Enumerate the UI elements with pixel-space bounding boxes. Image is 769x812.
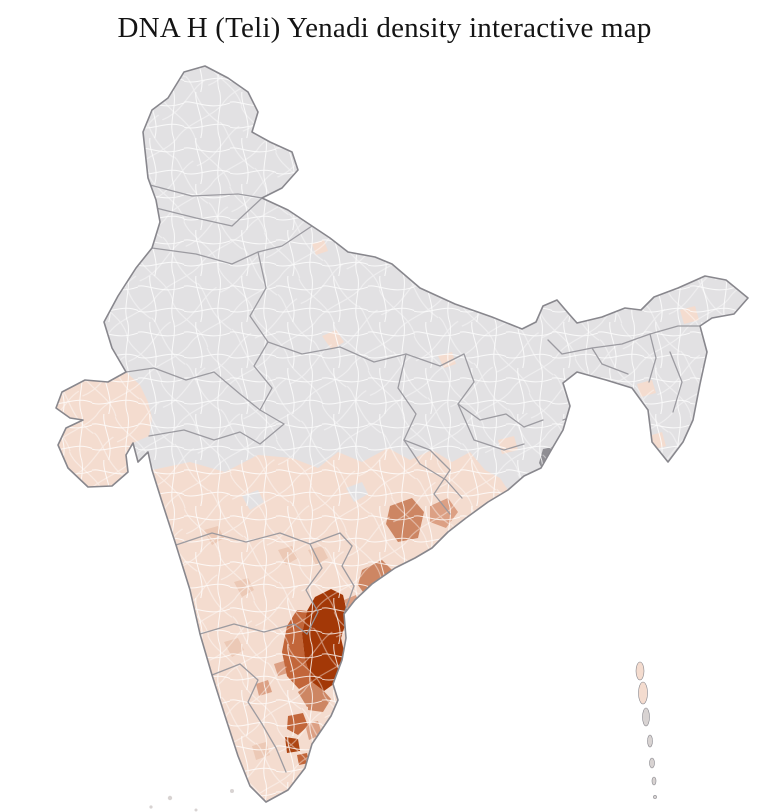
island[interactable]: [194, 808, 198, 812]
island[interactable]: [642, 707, 650, 727]
state-border: [669, 351, 683, 413]
state-border: [305, 543, 323, 635]
island[interactable]: [649, 757, 655, 769]
state-border: [457, 353, 481, 421]
state-border: [148, 423, 285, 445]
island[interactable]: [149, 805, 153, 809]
island[interactable]: [651, 776, 657, 786]
state-border: [199, 623, 308, 635]
state-border: [403, 439, 451, 515]
state-border: [149, 184, 263, 199]
density-region[interactable]: [315, 742, 332, 758]
state-borders: [125, 184, 701, 773]
island[interactable]: [230, 789, 234, 793]
island[interactable]: [635, 661, 645, 681]
lakshadweep-islands: [149, 789, 234, 812]
country-border: [55, 65, 749, 803]
andaman-nicobar-islands: [635, 661, 657, 799]
state-border: [547, 325, 701, 355]
state-border: [479, 413, 544, 428]
island[interactable]: [638, 681, 648, 705]
state-border: [151, 225, 313, 265]
island[interactable]: [167, 795, 173, 801]
island[interactable]: [653, 795, 657, 799]
state-border: [175, 532, 353, 547]
state-border: [591, 347, 629, 375]
state-border: [397, 353, 421, 465]
state-border: [457, 403, 525, 451]
state-border: [211, 663, 287, 773]
state-border: [648, 333, 657, 383]
state-border: [267, 341, 465, 367]
state-border: [125, 367, 261, 411]
island[interactable]: [647, 734, 653, 748]
state-border: [249, 251, 285, 425]
state-border: [155, 197, 263, 227]
state-border: [419, 463, 463, 499]
state-border: [341, 545, 355, 615]
